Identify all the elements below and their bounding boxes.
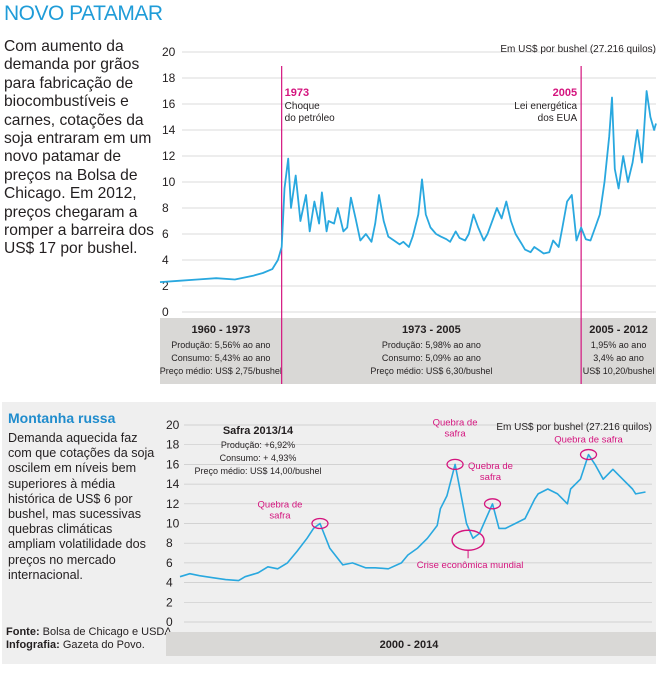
y-tick-label: 4 [162,253,169,267]
y-tick-label: 8 [162,201,169,215]
y-tick-label: 6 [162,227,169,241]
y-tick-label: 18 [162,71,176,85]
annotation-label: safra [480,472,502,483]
y-tick-label: 0 [166,615,173,629]
annotation-marker [446,458,464,471]
annotation-label: Quebra de [258,500,303,511]
period-stat: Consumo: 5,09% ao ano [382,353,481,363]
period-stat: Produção: 5,56% ao ano [171,340,270,350]
y-tick-label: 0 [162,305,169,319]
annotation-label: Crise econômica mundial [417,560,524,571]
annotation-marker [483,498,502,510]
y-tick-label: 18 [166,438,180,452]
safra-box-stat: Produção: +6,92% [221,440,295,450]
annotation-label: Quebra de safra [554,435,623,446]
y-tick-label: 2 [162,279,169,293]
period-stat: 1,95% ao ano [591,340,647,350]
annotation-marker [451,529,485,551]
price-series-1960-2013 [159,90,657,283]
y-tick-label: 4 [166,576,173,590]
event-year: 1973 [285,87,309,99]
y-tick-label: 8 [166,536,173,550]
y-tick-label: 12 [162,149,176,163]
period-stat: 3,4% ao ano [593,353,644,363]
annotation-marker [311,517,329,530]
y-tick-label: 12 [166,497,180,511]
infografia-text: Gazeta do Povo. [62,639,145,651]
event-year: 2005 [553,87,577,99]
montanha-russa-panel [2,402,656,664]
event-label: do petróleo [285,113,335,124]
period-label: 2005 - 2012 [589,324,648,336]
annotation-label: safra [444,428,466,439]
fonte-label: Fonte: [6,626,40,638]
period-band [160,318,656,384]
annotation-marker [579,448,598,461]
infografia-label: Infografia: [6,639,60,651]
price-series-2000-2014 [179,453,646,582]
safra-box-stat: Consumo: + 4,93% [220,453,297,463]
y-tick-label: 6 [166,556,173,570]
event-label: Choque [285,101,320,112]
period-band [166,632,656,656]
y-tick-label: 16 [166,457,180,471]
intro-text: Com aumento da demanda por grãos para fa… [4,38,154,258]
period-label: 2000 - 2014 [380,639,440,651]
annotation-label: safra [269,511,291,522]
event-label: dos EUA [538,113,578,124]
annotation-label: Quebra de [468,461,513,472]
safra-box-title: Safra 2013/14 [223,425,294,437]
y-tick-label: 10 [166,517,180,531]
safra-box-stat: Preço médio: US$ 14,00/bushel [194,466,321,476]
y-tick-label: 10 [162,175,176,189]
unit-label: Em US$ por bushel (27.216 quilos) [500,44,656,55]
period-stat: Preço médio: US$ 2,75/bushel [160,366,282,376]
fonte-text: Bolsa de Chicago e USDA. [42,626,175,638]
page-title: NOVO PATAMAR [4,2,163,25]
y-tick-label: 14 [166,477,180,491]
box-text: Demanda aquecida faz com que cotações da… [8,431,155,582]
y-tick-label: 20 [166,418,180,432]
period-label: 1960 - 1973 [191,324,250,336]
annotation-label: Quebra de [433,417,478,428]
period-stat: Consumo: 5,43% ao ano [171,353,270,363]
credits: Fonte: Bolsa de Chicago e USDA. Infograf… [6,626,175,652]
y-tick-label: 14 [162,123,176,137]
period-stat: Produção: 5,98% ao ano [382,340,481,350]
period-stat: Preço médio: US$ 6,30/bushel [370,366,492,376]
unit-label: Em US$ por bushel (27.216 quilos) [496,422,652,433]
y-tick-label: 20 [162,45,176,59]
period-label: 1973 - 2005 [402,324,461,336]
y-tick-label: 16 [162,97,176,111]
event-label: Lei energética [514,101,577,112]
period-stat: US$ 10,20/bushel [583,366,655,376]
box-title: Montanha russa [8,410,116,426]
y-tick-label: 2 [166,595,173,609]
